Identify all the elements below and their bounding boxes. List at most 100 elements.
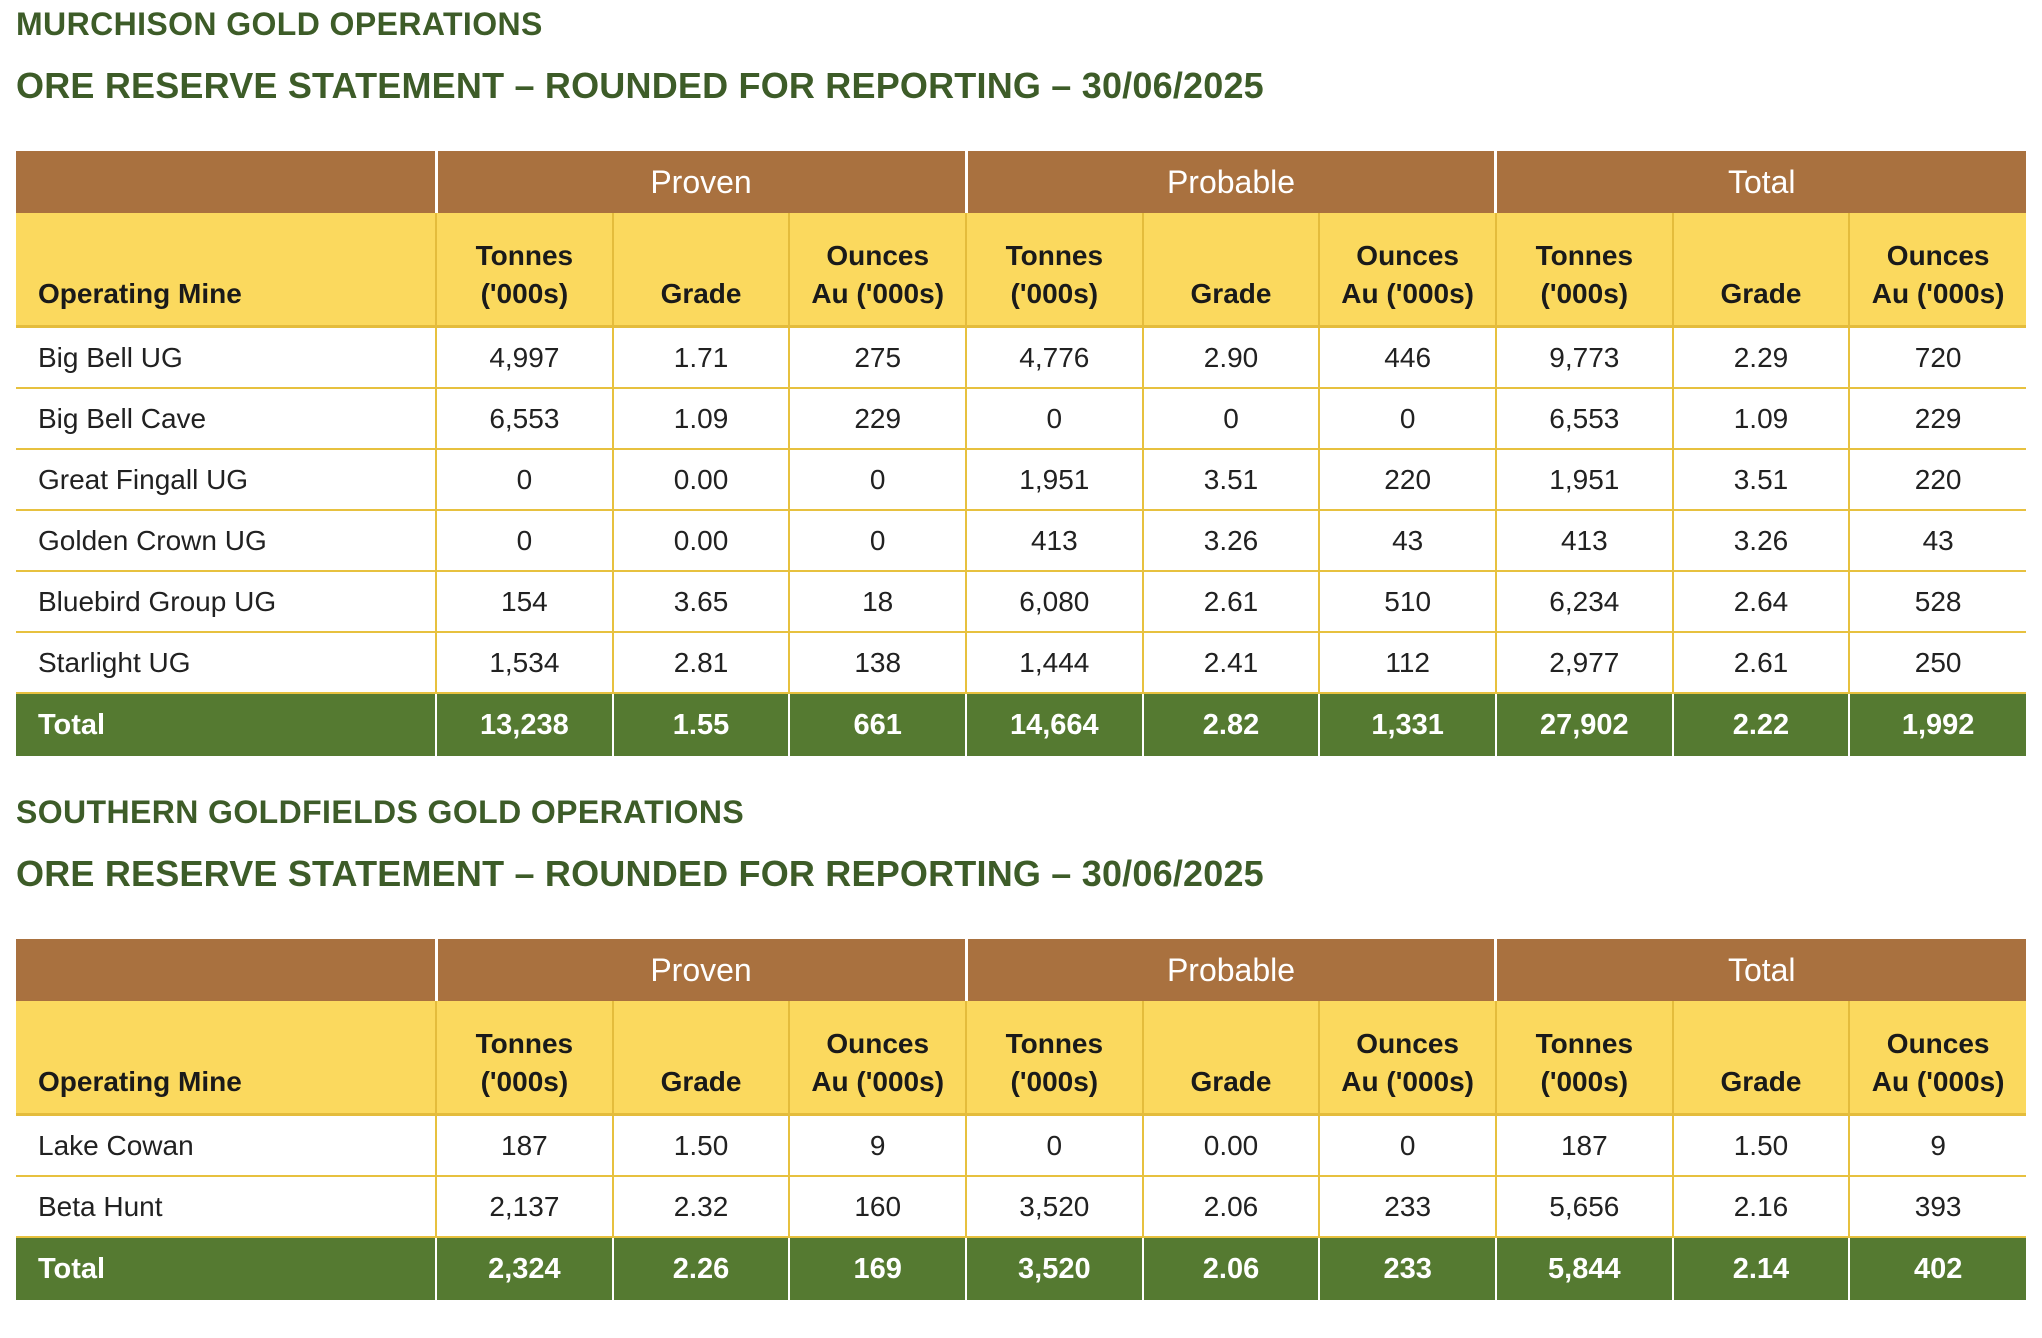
value-cell: 2.82: [1141, 693, 1320, 756]
column-header-ounces: Ounces Au ('000s): [1318, 213, 1496, 328]
value-cell: 2.41: [1141, 632, 1320, 694]
value-cell: 3.51: [1141, 449, 1320, 511]
total-row: Total 2,324 2.26 169 3,520 2.06 233 5,844 2.14 40…: [16, 1237, 2026, 1300]
value-cell: 233: [1318, 1237, 1496, 1300]
column-header-tonnes: Tonnes ('000s): [435, 213, 613, 328]
column-header-row: Operating Mine Tonnes ('000s) Grade Ounc…: [16, 1001, 2026, 1116]
statement-title-southern-goldfields: ORE RESERVE STATEMENT – ROUNDED FOR REPO…: [16, 853, 1264, 894]
value-cell: 4,997: [435, 326, 613, 389]
column-header-tonnes: Tonnes ('000s): [435, 1001, 613, 1116]
value-cell: 2,324: [435, 1237, 613, 1300]
value-cell: 3.65: [611, 571, 790, 633]
value-cell: 1,951: [1494, 449, 1673, 511]
total-row: Total 13,238 1.55 661 14,664 2.82 1,331 27,902 2…: [16, 693, 2026, 756]
value-cell: 233: [1318, 1176, 1496, 1238]
value-cell: 0.00: [611, 510, 790, 572]
column-header-grade: Grade: [1671, 213, 1850, 328]
value-cell: 14,664: [965, 693, 1143, 756]
mine-name: Starlight UG: [16, 632, 437, 694]
value-cell: 0: [1141, 388, 1320, 450]
value-cell: 3.26: [1141, 510, 1320, 572]
value-cell: 112: [1318, 632, 1496, 694]
value-cell: 3.26: [1671, 510, 1850, 572]
value-cell: 0: [1318, 1114, 1496, 1177]
value-cell: 528: [1848, 571, 2026, 633]
value-cell: 0: [965, 1114, 1143, 1177]
table-row: Great Fingall UG 0 0.00 0 1,951 3.51 220 1,951 3…: [16, 449, 2026, 511]
value-cell: 275: [788, 326, 967, 389]
value-cell: 661: [788, 693, 967, 756]
value-cell: 2.32: [611, 1176, 790, 1238]
value-cell: 0: [788, 449, 967, 511]
value-cell: 13,238: [435, 693, 613, 756]
column-header-grade: Grade: [1141, 213, 1320, 328]
group-header-probable: Probable: [964, 939, 1496, 1001]
group-header-proven: Proven: [434, 151, 967, 213]
column-header-ounces: Ounces Au ('000s): [1318, 1001, 1496, 1116]
value-cell: 0: [435, 510, 613, 572]
value-cell: 1.71: [611, 326, 790, 389]
column-header-ounces: Ounces Au ('000s): [1848, 213, 2026, 328]
value-cell: 229: [788, 388, 967, 450]
value-cell: 0: [965, 388, 1143, 450]
table-row: Beta Hunt 2,137 2.32 160 3,520 2.06 233 5,656 2.…: [16, 1176, 2026, 1238]
group-header-total: Total: [1494, 939, 2026, 1001]
value-cell: 2.90: [1141, 326, 1320, 389]
value-cell: 220: [1848, 449, 2026, 511]
table-row: Starlight UG 1,534 2.81 138 1,444 2.41 112 2,97…: [16, 632, 2026, 694]
value-cell: 160: [788, 1176, 967, 1238]
value-cell: 6,553: [1494, 388, 1673, 450]
value-cell: 2.64: [1671, 571, 1850, 633]
value-cell: 2.06: [1141, 1176, 1320, 1238]
table-row: Big Bell Cave 6,553 1.09 229 0 0 0 6,553 1.09 229: [16, 388, 2026, 450]
value-cell: 5,844: [1494, 1237, 1673, 1300]
column-header-operating-mine: Operating Mine: [16, 1001, 437, 1116]
value-cell: 3,520: [965, 1237, 1143, 1300]
value-cell: 169: [788, 1237, 967, 1300]
group-header-row: Proven Probable Total: [16, 939, 2026, 1001]
value-cell: 720: [1848, 326, 2026, 389]
value-cell: 1.55: [611, 693, 790, 756]
value-cell: 413: [965, 510, 1143, 572]
value-cell: 9: [788, 1114, 967, 1177]
value-cell: 3.51: [1671, 449, 1850, 511]
value-cell: 393: [1848, 1176, 2026, 1238]
column-header-grade: Grade: [611, 213, 790, 328]
value-cell: 3,520: [965, 1176, 1143, 1238]
value-cell: 0: [435, 449, 613, 511]
table-body: Big Bell UG 4,997 1.71 275 4,776 2.90 446 9,773…: [16, 326, 2026, 756]
table-row: Bluebird Group UG 154 3.65 18 6,080 2.61 510 6,…: [16, 571, 2026, 633]
ore-reserve-table-southern-goldfields: Proven Probable Total Operating Mine Ton…: [16, 939, 2026, 1300]
value-cell: 9,773: [1494, 326, 1673, 389]
table-row: Lake Cowan 187 1.50 9 0 0.00 0 187 1.50 9: [16, 1114, 2026, 1177]
value-cell: 1,951: [965, 449, 1143, 511]
mine-name: Golden Crown UG: [16, 510, 437, 572]
mine-name: Lake Cowan: [16, 1114, 437, 1177]
value-cell: 1,534: [435, 632, 613, 694]
value-cell: 2.22: [1671, 693, 1850, 756]
column-header-tonnes: Tonnes ('000s): [1494, 213, 1673, 328]
value-cell: 0.00: [611, 449, 790, 511]
value-cell: 187: [435, 1114, 613, 1177]
value-cell: 1.50: [611, 1114, 790, 1177]
column-header-ounces: Ounces Au ('000s): [788, 213, 967, 328]
table-row: Big Bell UG 4,997 1.71 275 4,776 2.90 446 9,773…: [16, 326, 2026, 389]
value-cell: 43: [1848, 510, 2026, 572]
mine-name: Big Bell Cave: [16, 388, 437, 450]
column-header-row: Operating Mine Tonnes ('000s) Grade Ounc…: [16, 213, 2026, 328]
value-cell: 43: [1318, 510, 1496, 572]
value-cell: 2.14: [1671, 1237, 1850, 1300]
value-cell: 0: [1318, 388, 1496, 450]
group-header-proven: Proven: [434, 939, 967, 1001]
value-cell: 2.16: [1671, 1176, 1850, 1238]
column-header-grade: Grade: [1671, 1001, 1850, 1116]
column-header-ounces: Ounces Au ('000s): [1848, 1001, 2026, 1116]
value-cell: 2.06: [1141, 1237, 1320, 1300]
column-header-operating-mine: Operating Mine: [16, 213, 437, 328]
group-header-total: Total: [1494, 151, 2026, 213]
value-cell: 6,553: [435, 388, 613, 450]
table-body: Lake Cowan 187 1.50 9 0 0.00 0 187 1.50 9 Beta Hun…: [16, 1114, 2026, 1300]
statement-title-murchison: ORE RESERVE STATEMENT – ROUNDED FOR REPO…: [16, 65, 1264, 106]
total-label: Total: [16, 693, 437, 756]
value-cell: 1.09: [611, 388, 790, 450]
